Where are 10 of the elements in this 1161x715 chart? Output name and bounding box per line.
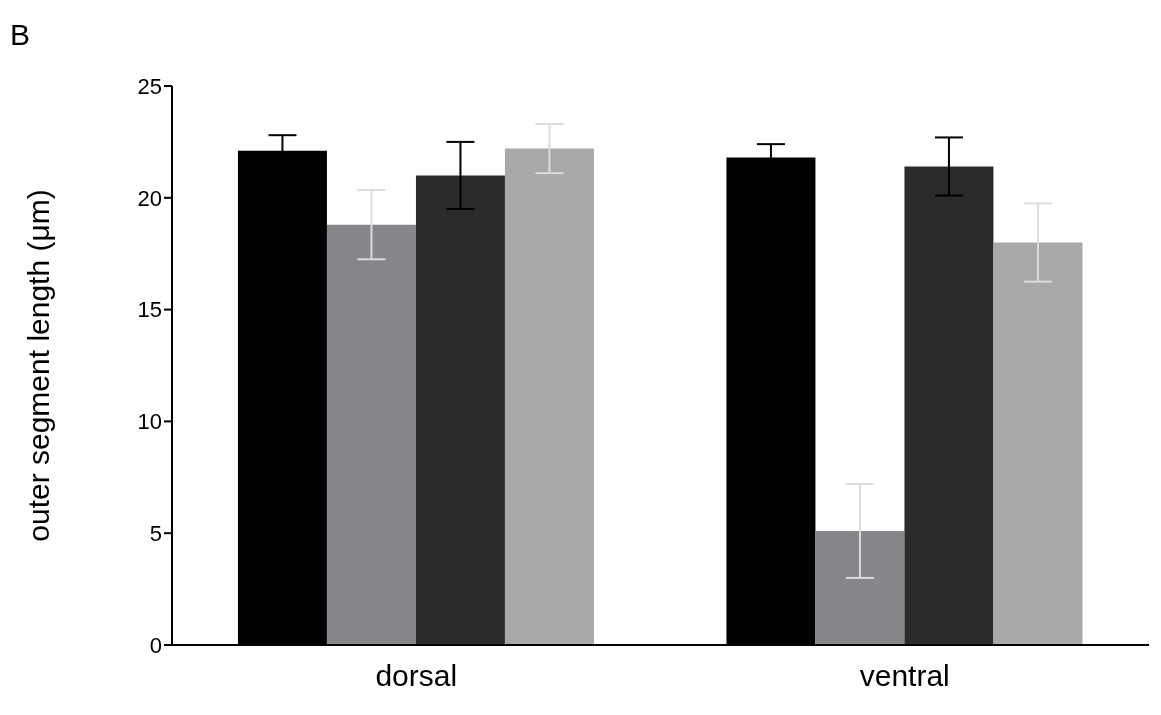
y-axis-title: outer segment length (μm) bbox=[21, 189, 55, 542]
x-tick-label: dorsal bbox=[375, 659, 458, 693]
y-tick-label: 15 bbox=[137, 297, 162, 323]
y-tick-label: 0 bbox=[149, 632, 162, 658]
y-tick-label: 5 bbox=[149, 521, 162, 547]
x-tick-label: ventral bbox=[859, 659, 950, 693]
y-tick-label: 20 bbox=[137, 185, 162, 211]
y-tick-label: 25 bbox=[137, 73, 162, 99]
y-tick-label: 10 bbox=[137, 409, 162, 435]
text: B bbox=[10, 18, 31, 52]
